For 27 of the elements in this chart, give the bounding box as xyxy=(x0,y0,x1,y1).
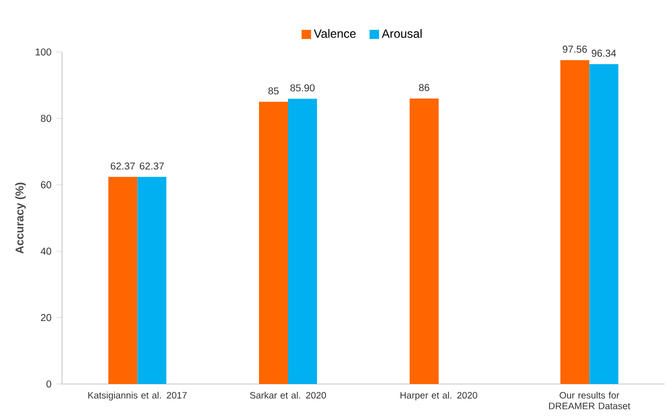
x-tick-label: Sarkar et al. 2020 xyxy=(250,392,326,399)
legend-label: Valence xyxy=(314,29,356,38)
bar xyxy=(108,176,138,384)
data-label: 86 xyxy=(419,84,430,92)
data-label: 97.56 xyxy=(562,46,587,53)
data-label: 85.90 xyxy=(290,84,315,92)
bar xyxy=(410,98,439,384)
x-tick-label: Our results for DREAMER Dataset xyxy=(549,392,630,410)
legend-label: Arousal xyxy=(382,29,422,38)
bar xyxy=(259,102,288,384)
bar xyxy=(288,98,318,384)
y-tick-label: 0 xyxy=(46,380,52,388)
x-tick-label: Katsigiannis et al. 2017 xyxy=(88,392,187,400)
y-tick-label: 40 xyxy=(40,248,52,255)
y-tick-label: 80 xyxy=(40,114,52,122)
bar xyxy=(589,64,618,384)
bar xyxy=(560,60,590,384)
data-label: 62.37 xyxy=(110,162,135,170)
data-label: 62.37 xyxy=(140,162,164,170)
data-label: 96.34 xyxy=(592,50,616,57)
y-tick-label: 60 xyxy=(40,181,52,188)
data-label: 85 xyxy=(268,87,279,94)
y-tick-label: 100 xyxy=(36,48,52,56)
bar xyxy=(137,176,166,384)
y-tick-label: 20 xyxy=(40,314,52,322)
y-axis-title: Accuracy (%) xyxy=(15,182,26,254)
x-tick-label: Harper et al. 2020 xyxy=(400,392,478,400)
